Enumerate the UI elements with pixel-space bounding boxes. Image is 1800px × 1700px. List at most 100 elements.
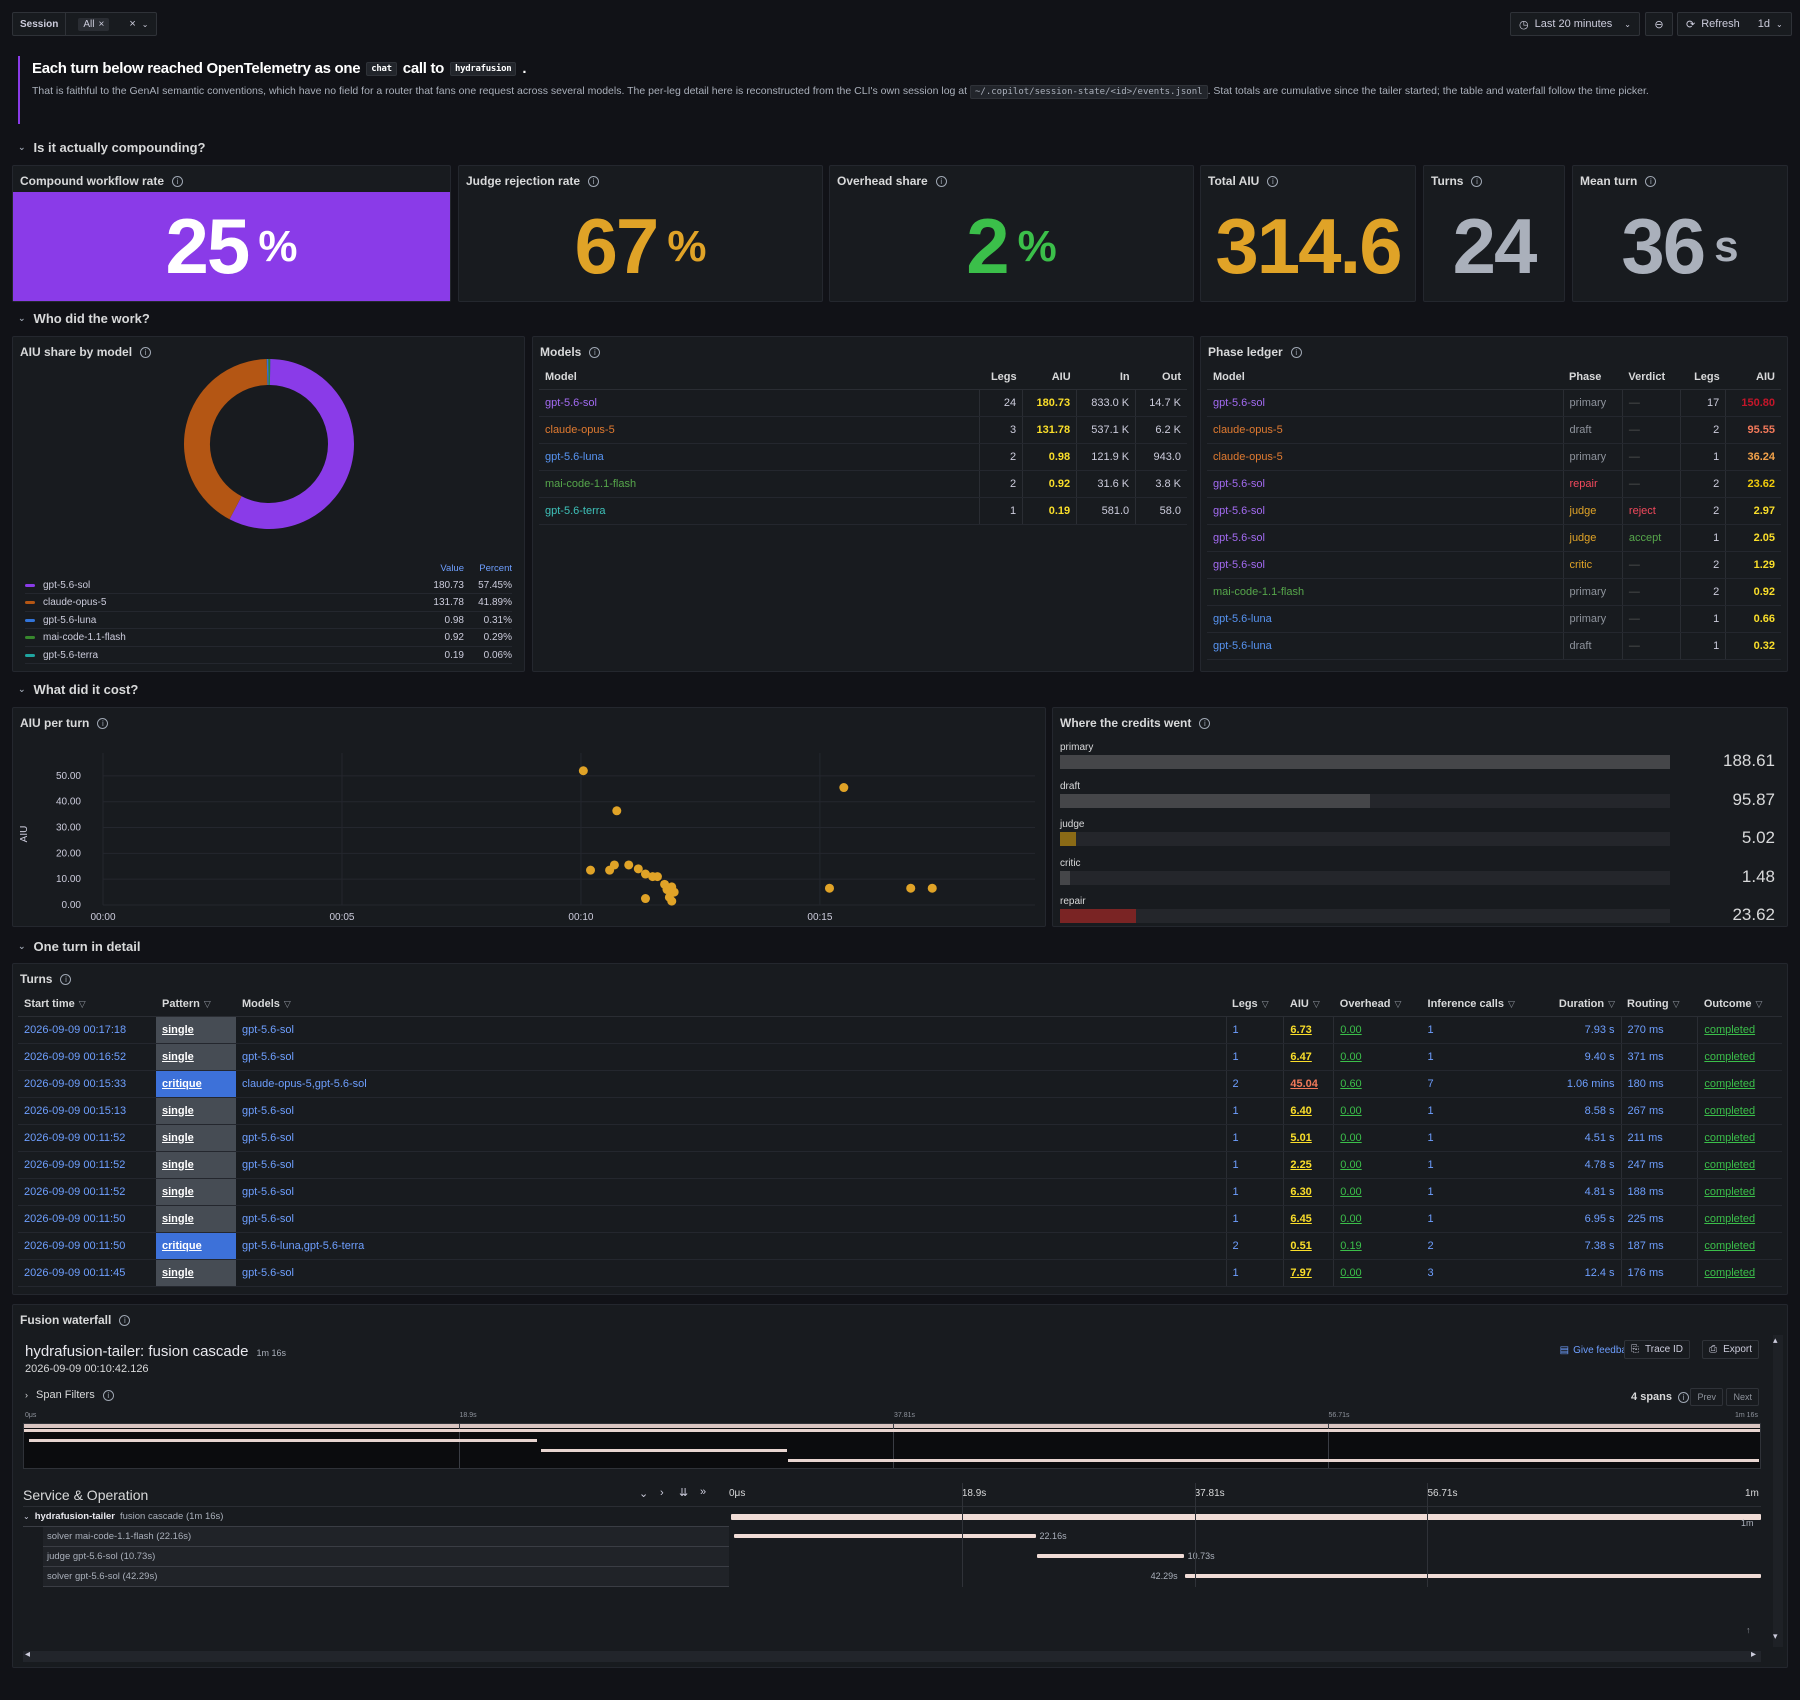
outcome-link[interactable]: completed — [1697, 1070, 1782, 1098]
span-bar[interactable] — [1184, 1574, 1761, 1578]
data-point[interactable] — [667, 896, 677, 906]
legend-col-percent[interactable]: Percent — [479, 563, 512, 574]
data-point[interactable] — [652, 872, 662, 882]
span-bar[interactable] — [733, 1534, 1036, 1538]
models-link[interactable]: gpt-5.6-luna,gpt-5.6-terra — [236, 1232, 1227, 1260]
session-variable[interactable]: Session All × × ⌄ — [12, 12, 158, 36]
pattern-link[interactable]: single — [162, 1050, 194, 1063]
span-bar[interactable] — [1037, 1554, 1184, 1558]
span-row-label[interactable]: ⌄ hydrafusion-tailer fusion cascade (1m 16… — [23, 1507, 729, 1527]
outcome-link[interactable]: completed — [1697, 1259, 1782, 1287]
column-header[interactable]: Start time ▽ — [18, 992, 156, 1017]
trace-minimap[interactable]: 0μs 18.9s 37.81s 56.71s 1m 16s — [23, 1412, 1761, 1473]
outcome-link[interactable]: completed — [1697, 1124, 1782, 1152]
info-icon[interactable]: i — [1267, 175, 1279, 187]
overhead-link[interactable]: 0.00 — [1333, 1205, 1422, 1233]
column-header[interactable]: Model — [539, 365, 979, 390]
row-detail[interactable]: ⌄ One turn in detail — [18, 939, 141, 954]
collapse-one-icon[interactable]: ⌄ — [639, 1488, 649, 1500]
aiu-link[interactable]: 5.01 — [1283, 1124, 1335, 1152]
models-link[interactable]: gpt-5.6-sol — [236, 1151, 1227, 1179]
start-time-link[interactable]: 2026-09-09 00:15:13 — [18, 1097, 156, 1125]
info-icon[interactable]: i — [102, 1389, 114, 1401]
column-header[interactable]: Verdict — [1622, 365, 1681, 390]
start-time-link[interactable]: 2026-09-09 00:16:52 — [18, 1043, 156, 1071]
column-header[interactable]: Legs — [1680, 365, 1726, 390]
outcome-link[interactable]: completed — [1697, 1151, 1782, 1179]
row-compounding[interactable]: ⌄ Is it actually compounding? — [18, 140, 206, 155]
session-value-chip[interactable]: All × — [78, 17, 110, 31]
models-link[interactable]: gpt-5.6-sol — [236, 1259, 1227, 1287]
pattern-link[interactable]: single — [162, 1131, 194, 1144]
outcome-link[interactable]: completed — [1697, 1232, 1782, 1260]
overhead-link[interactable]: 0.00 — [1333, 1043, 1422, 1071]
overhead-link[interactable]: 0.00 — [1333, 1016, 1422, 1044]
pattern-link[interactable]: critique — [162, 1077, 202, 1090]
filter-icon[interactable]: ▽ — [1608, 998, 1616, 1009]
pattern-link[interactable]: single — [162, 1023, 194, 1036]
scroll-down-icon[interactable]: ▾ — [1773, 1631, 1778, 1641]
legend-item[interactable]: mai-code-1.1-flash 0.92 0.29% — [25, 630, 512, 647]
pattern-link[interactable]: single — [162, 1158, 194, 1171]
start-time-link[interactable]: 2026-09-09 00:17:18 — [18, 1016, 156, 1044]
column-header[interactable]: Overhead ▽ — [1333, 992, 1422, 1017]
info-icon[interactable]: i — [172, 175, 183, 187]
data-point[interactable] — [824, 883, 834, 893]
span-row-label[interactable]: solver gpt-5.6-sol (42.29s) — [43, 1567, 729, 1587]
overhead-link[interactable]: 0.00 — [1333, 1124, 1422, 1152]
start-time-link[interactable]: 2026-09-09 00:11:50 — [18, 1205, 156, 1233]
column-header[interactable]: Duration ▽ — [1539, 992, 1622, 1017]
outcome-link[interactable]: completed — [1697, 1016, 1782, 1044]
data-point[interactable] — [586, 865, 596, 875]
trace-id-button[interactable]: ⎘ Trace ID — [1624, 1340, 1690, 1359]
column-header[interactable]: In — [1076, 365, 1136, 390]
info-icon[interactable]: i — [119, 1314, 131, 1326]
clear-icon[interactable]: × — [129, 18, 136, 30]
column-header[interactable]: AIU ▽ — [1283, 992, 1334, 1017]
outcome-link[interactable]: completed — [1697, 1178, 1782, 1206]
aiu-link[interactable]: 0.51 — [1283, 1232, 1335, 1260]
aiu-link[interactable]: 45.04 — [1283, 1070, 1335, 1098]
legend-item[interactable]: gpt-5.6-terra 0.19 0.06% — [25, 647, 512, 664]
column-header[interactable]: Models ▽ — [236, 992, 1226, 1017]
pattern-link[interactable]: single — [162, 1185, 194, 1198]
scroll-right-icon[interactable]: ▸ — [1751, 1649, 1757, 1660]
overhead-link[interactable]: 0.00 — [1333, 1097, 1422, 1125]
filter-icon[interactable]: ▽ — [1261, 998, 1269, 1009]
legend-item[interactable]: gpt-5.6-sol 180.73 57.45% — [25, 577, 512, 594]
zoom-out-button[interactable]: ⊖ — [1645, 12, 1673, 36]
data-point[interactable] — [633, 864, 643, 874]
pattern-link[interactable]: critique — [162, 1239, 202, 1252]
horizontal-scrollbar[interactable] — [23, 1651, 1761, 1662]
models-link[interactable]: gpt-5.6-sol — [236, 1097, 1227, 1125]
column-header[interactable]: Model — [1207, 365, 1563, 390]
data-point[interactable] — [578, 766, 588, 776]
models-link[interactable]: gpt-5.6-sol — [236, 1178, 1227, 1206]
overhead-link[interactable]: 0.19 — [1333, 1232, 1422, 1260]
start-time-link[interactable]: 2026-09-09 00:15:33 — [18, 1070, 156, 1098]
column-header[interactable]: AIU — [1725, 365, 1781, 390]
column-header[interactable]: AIU — [1022, 365, 1077, 390]
filter-icon[interactable]: ▽ — [203, 998, 211, 1009]
overhead-link[interactable]: 0.00 — [1333, 1259, 1422, 1287]
info-icon[interactable]: i — [589, 346, 601, 358]
collapse-all-icon[interactable]: » — [700, 1486, 707, 1498]
models-link[interactable]: gpt-5.6-sol — [236, 1016, 1227, 1044]
aiu-link[interactable]: 6.30 — [1283, 1178, 1335, 1206]
start-time-link[interactable]: 2026-09-09 00:11:52 — [18, 1124, 156, 1152]
data-point[interactable] — [906, 883, 916, 893]
models-link[interactable]: claude-opus-5,gpt-5.6-sol — [236, 1070, 1227, 1098]
column-header[interactable]: Pattern ▽ — [156, 992, 236, 1017]
outcome-link[interactable]: completed — [1697, 1097, 1782, 1125]
outcome-link[interactable]: completed — [1697, 1043, 1782, 1071]
span-filters-toggle[interactable]: › Span Filters i — [25, 1389, 114, 1401]
column-header[interactable]: Routing ▽ — [1621, 992, 1698, 1017]
prev-button[interactable]: Prev — [1690, 1388, 1723, 1406]
column-header[interactable]: Legs — [979, 365, 1023, 390]
models-link[interactable]: gpt-5.6-sol — [236, 1205, 1227, 1233]
row-cost[interactable]: ⌄ What did it cost? — [18, 682, 139, 697]
data-point[interactable] — [927, 883, 937, 893]
overhead-link[interactable]: 0.00 — [1333, 1178, 1422, 1206]
row-who[interactable]: ⌄ Who did the work? — [18, 311, 150, 326]
column-header[interactable]: Legs ▽ — [1226, 992, 1284, 1017]
